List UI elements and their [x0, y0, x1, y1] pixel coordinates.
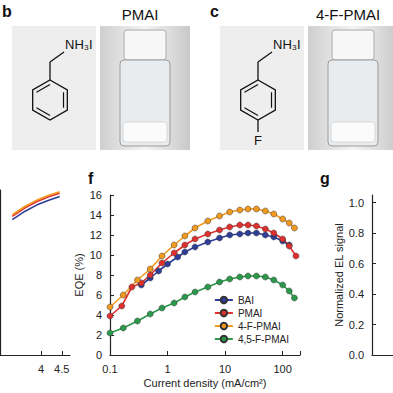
- svg-text:4,5-F-PMAI: 4,5-F-PMAI: [238, 334, 289, 345]
- svg-text:14: 14: [90, 209, 102, 221]
- svg-text:16: 16: [90, 189, 102, 201]
- svg-text:8: 8: [96, 269, 102, 281]
- svg-text:0.6: 0.6: [349, 258, 364, 270]
- svg-text:4: 4: [38, 363, 44, 375]
- svg-text:PMAI: PMAI: [238, 308, 262, 319]
- svg-text:0.1: 0.1: [102, 363, 117, 375]
- svg-text:10: 10: [90, 249, 102, 261]
- svg-text:10: 10: [219, 363, 231, 375]
- svg-text:6: 6: [96, 289, 102, 301]
- svg-text:b: b: [2, 3, 12, 20]
- svg-text:BAI: BAI: [238, 295, 254, 306]
- svg-text:NH₃I: NH₃I: [273, 37, 301, 52]
- svg-text:0.8: 0.8: [349, 227, 364, 239]
- svg-text:4: 4: [96, 309, 102, 321]
- svg-text:Current density (mA/cm²): Current density (mA/cm²): [144, 377, 267, 389]
- svg-text:0: 0: [96, 349, 102, 361]
- svg-text:4.5: 4.5: [54, 363, 69, 375]
- svg-text:PMAI: PMAI: [122, 6, 159, 23]
- svg-text:100: 100: [273, 363, 291, 375]
- svg-text:EQE (%): EQE (%): [73, 253, 85, 296]
- svg-text:0.2: 0.2: [349, 319, 364, 331]
- svg-text:1: 1: [164, 363, 170, 375]
- svg-text:2: 2: [96, 329, 102, 341]
- svg-text:1.0: 1.0: [349, 197, 364, 209]
- svg-text:0.4: 0.4: [349, 288, 364, 300]
- svg-text:F: F: [254, 133, 262, 148]
- svg-text:0.0: 0.0: [349, 349, 364, 361]
- svg-text:c: c: [210, 3, 219, 20]
- svg-text:4-F-PMAI: 4-F-PMAI: [316, 6, 380, 23]
- svg-text:4-F-PMAI: 4-F-PMAI: [238, 321, 281, 332]
- svg-text:g: g: [320, 170, 330, 187]
- svg-text:12: 12: [90, 229, 102, 241]
- svg-text:NH₃I: NH₃I: [65, 37, 93, 52]
- svg-text:Normalized EL signal: Normalized EL signal: [333, 223, 345, 327]
- svg-text:f: f: [88, 170, 94, 187]
